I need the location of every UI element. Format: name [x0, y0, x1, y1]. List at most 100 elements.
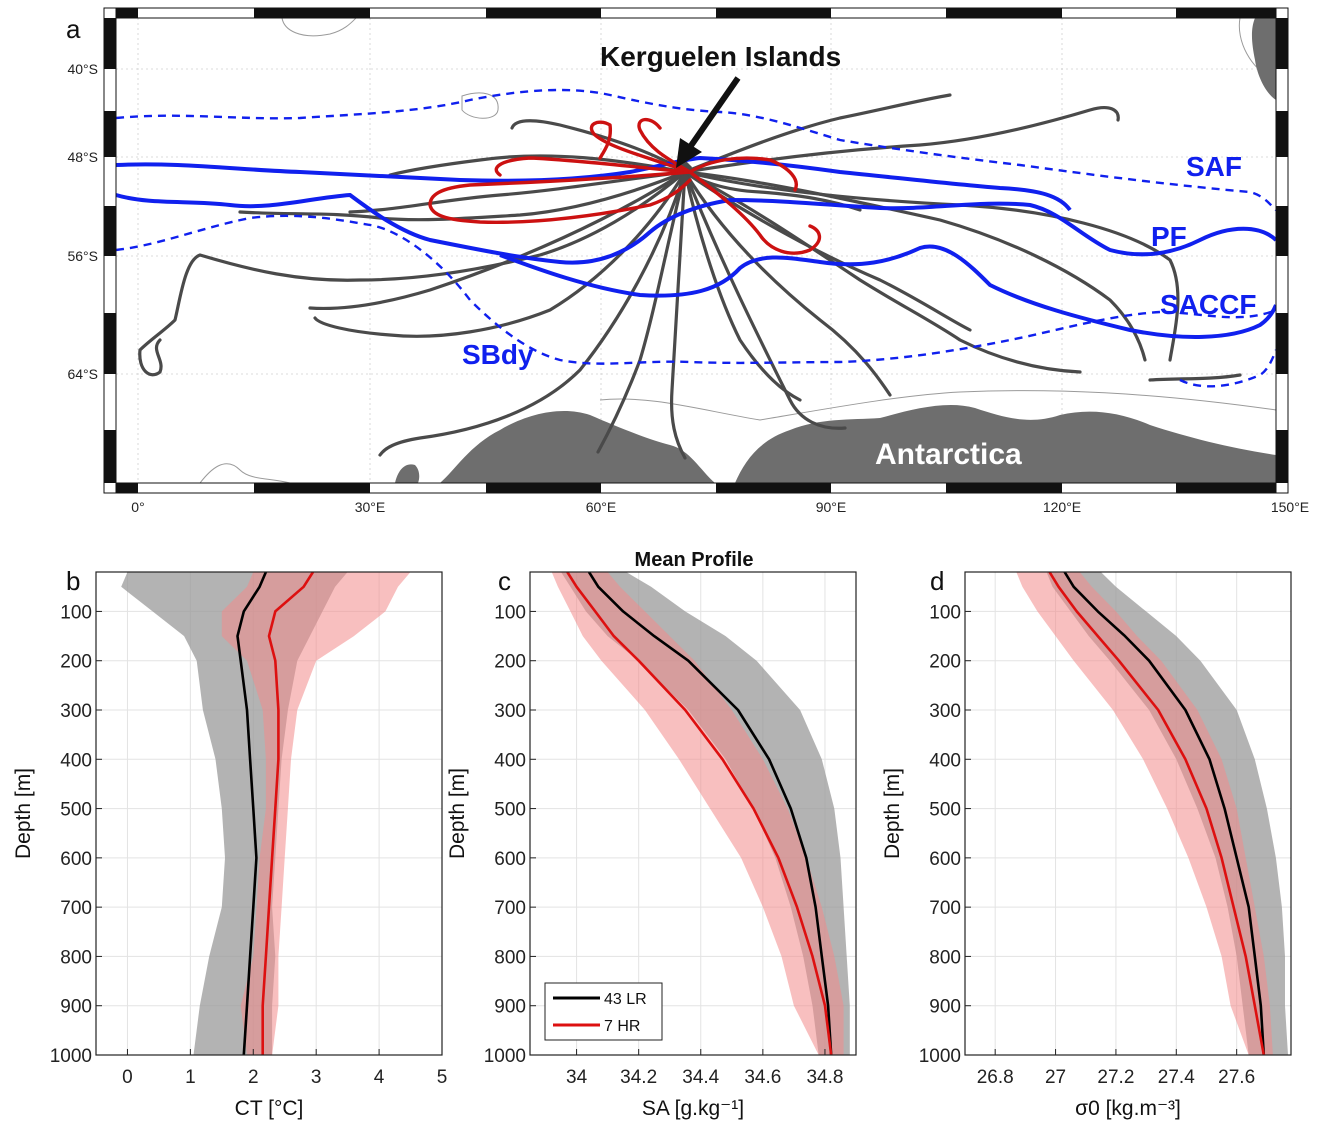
x-tick-label: 34.6: [744, 1067, 781, 1088]
y-tick-label: 300: [929, 701, 961, 722]
mean-profile-line: [236, 572, 268, 1055]
y-tick-label: 600: [60, 849, 92, 870]
profiles-title: Mean Profile: [635, 549, 754, 571]
panel-d-sigma: d 26.8 27 27.2 27.4 27.6 100 200 300 400 500 600 700…: [881, 566, 1292, 1120]
front-saccf: [499, 244, 1278, 339]
x-tick-label: 27.6: [1218, 1067, 1255, 1088]
lat-tick: 56°S: [67, 248, 98, 264]
lon-tick: 30°E: [355, 499, 386, 515]
front-saf-upper-dashed: [115, 88, 1277, 211]
mean-profile-line: [1063, 572, 1266, 1055]
saf-label: SAF: [1186, 151, 1242, 182]
saccf-label: SACCF: [1160, 289, 1256, 320]
antarctica-landmass: [395, 405, 1276, 483]
x-axis-label: CT [°C]: [235, 1097, 304, 1120]
y-tick-label: 900: [929, 997, 961, 1018]
panel-letter: b: [66, 566, 80, 596]
x-tick-label: 4: [374, 1067, 385, 1088]
pf-label: PF: [1151, 221, 1187, 252]
ocean-fronts: [115, 88, 1278, 388]
high-res-tracks: [428, 117, 822, 255]
legend-box: [544, 982, 663, 1041]
lon-tick: 150°E: [1271, 499, 1309, 515]
y-tick-label: 900: [494, 997, 526, 1018]
legend-label-lr: 43 LR: [604, 991, 647, 1008]
y-tick-label: 400: [929, 750, 961, 771]
y-tick-label: 700: [60, 898, 92, 919]
y-tick-label: 300: [60, 701, 92, 722]
lon-tick: 60°E: [586, 499, 617, 515]
y-tick-label: 700: [929, 898, 961, 919]
x-tick-label: 2: [248, 1067, 259, 1088]
y-tick-label: 400: [60, 750, 92, 771]
panel-letter: c: [498, 566, 511, 596]
panel-b-ct: b 0 1 2 3 4 5 100 200 300 400 500 600 700 800 900 1000 CT…: [12, 566, 447, 1120]
legend-label-hr: 7 HR: [604, 1018, 640, 1035]
y-tick-label: 400: [494, 750, 526, 771]
x-axis-label: σ0 [kg.m⁻³]: [1075, 1097, 1181, 1120]
lat-tick: 40°S: [67, 61, 98, 77]
y-tick-label: 1000: [484, 1046, 526, 1067]
lat-tick: 48°S: [67, 149, 98, 165]
mean-profile-line: [566, 572, 833, 1055]
y-tick-label: 1000: [50, 1046, 92, 1067]
map-lat-ticks: 40°S 48°S 56°S 64°S: [67, 61, 98, 382]
sbdy-label: SBdy: [462, 339, 534, 370]
x-tick-label: 34.2: [620, 1067, 657, 1088]
kerguelen-arrow: [676, 76, 741, 168]
panel-c-sa: c 34 34.2 34.4 34.6 34.8 100 200 300 400 500 600 700…: [446, 566, 857, 1120]
map-background: [116, 18, 1276, 483]
x-tick-label: 34.4: [682, 1067, 719, 1088]
y-tick-label: 500: [929, 800, 961, 821]
x-tick-label: 0: [122, 1067, 133, 1088]
y-tick-label: 500: [60, 800, 92, 821]
y-tick-label: 500: [494, 800, 526, 821]
y-tick-label: 800: [929, 947, 961, 968]
uncertainty-band: [221, 572, 411, 1055]
x-tick-label: 27: [1045, 1067, 1066, 1088]
panel-letter-a: a: [66, 14, 81, 44]
y-tick-label: 1000: [919, 1046, 961, 1067]
mean-profile-line: [1048, 572, 1266, 1055]
x-tick-label: 3: [311, 1067, 322, 1088]
y-tick-label: 600: [929, 849, 961, 870]
australia-landmass: [1251, 18, 1276, 100]
front-saf: [115, 155, 1072, 212]
x-axis-label: SA [g.kg⁻¹]: [642, 1097, 744, 1120]
uncertainty-band: [561, 572, 850, 1055]
y-tick-label: 100: [494, 602, 526, 623]
x-tick-label: 27.2: [1097, 1067, 1134, 1088]
lon-tick: 90°E: [816, 499, 847, 515]
lon-tick: 0°: [131, 499, 144, 515]
y-tick-label: 900: [60, 997, 92, 1018]
x-tick-label: 27.4: [1158, 1067, 1195, 1088]
y-axis-label: Depth [m]: [12, 768, 35, 859]
mean-profile-line: [587, 572, 833, 1055]
legend: 43 LR 7 HR: [544, 982, 663, 1041]
map-frame: [103, 7, 1289, 494]
y-axis-label: Depth [m]: [881, 768, 904, 859]
y-tick-label: 100: [60, 602, 92, 623]
x-tick-label: 34: [566, 1067, 588, 1088]
y-tick-label: 200: [929, 652, 961, 673]
y-tick-label: 100: [929, 602, 961, 623]
uncertainty-band: [1016, 572, 1273, 1055]
antarctica-label: Antarctica: [875, 438, 1022, 471]
x-tick-label: 1: [185, 1067, 196, 1088]
y-tick-label: 800: [60, 947, 92, 968]
x-tick-label: 34.8: [806, 1067, 843, 1088]
lon-tick: 120°E: [1043, 499, 1081, 515]
y-axis-label: Depth [m]: [446, 768, 469, 859]
x-tick-label: 26.8: [977, 1067, 1014, 1088]
y-tick-label: 300: [494, 701, 526, 722]
y-tick-label: 700: [494, 898, 526, 919]
y-tick-label: 800: [494, 947, 526, 968]
plot-frame: [95, 571, 443, 1056]
plot-frame: [964, 571, 1292, 1056]
front-sbdy-dashed: [115, 214, 1277, 365]
plot-frame: [529, 571, 857, 1056]
lat-tick: 64°S: [67, 366, 98, 382]
y-tick-label: 200: [494, 652, 526, 673]
kerguelen-label: Kerguelen Islands: [600, 41, 841, 72]
